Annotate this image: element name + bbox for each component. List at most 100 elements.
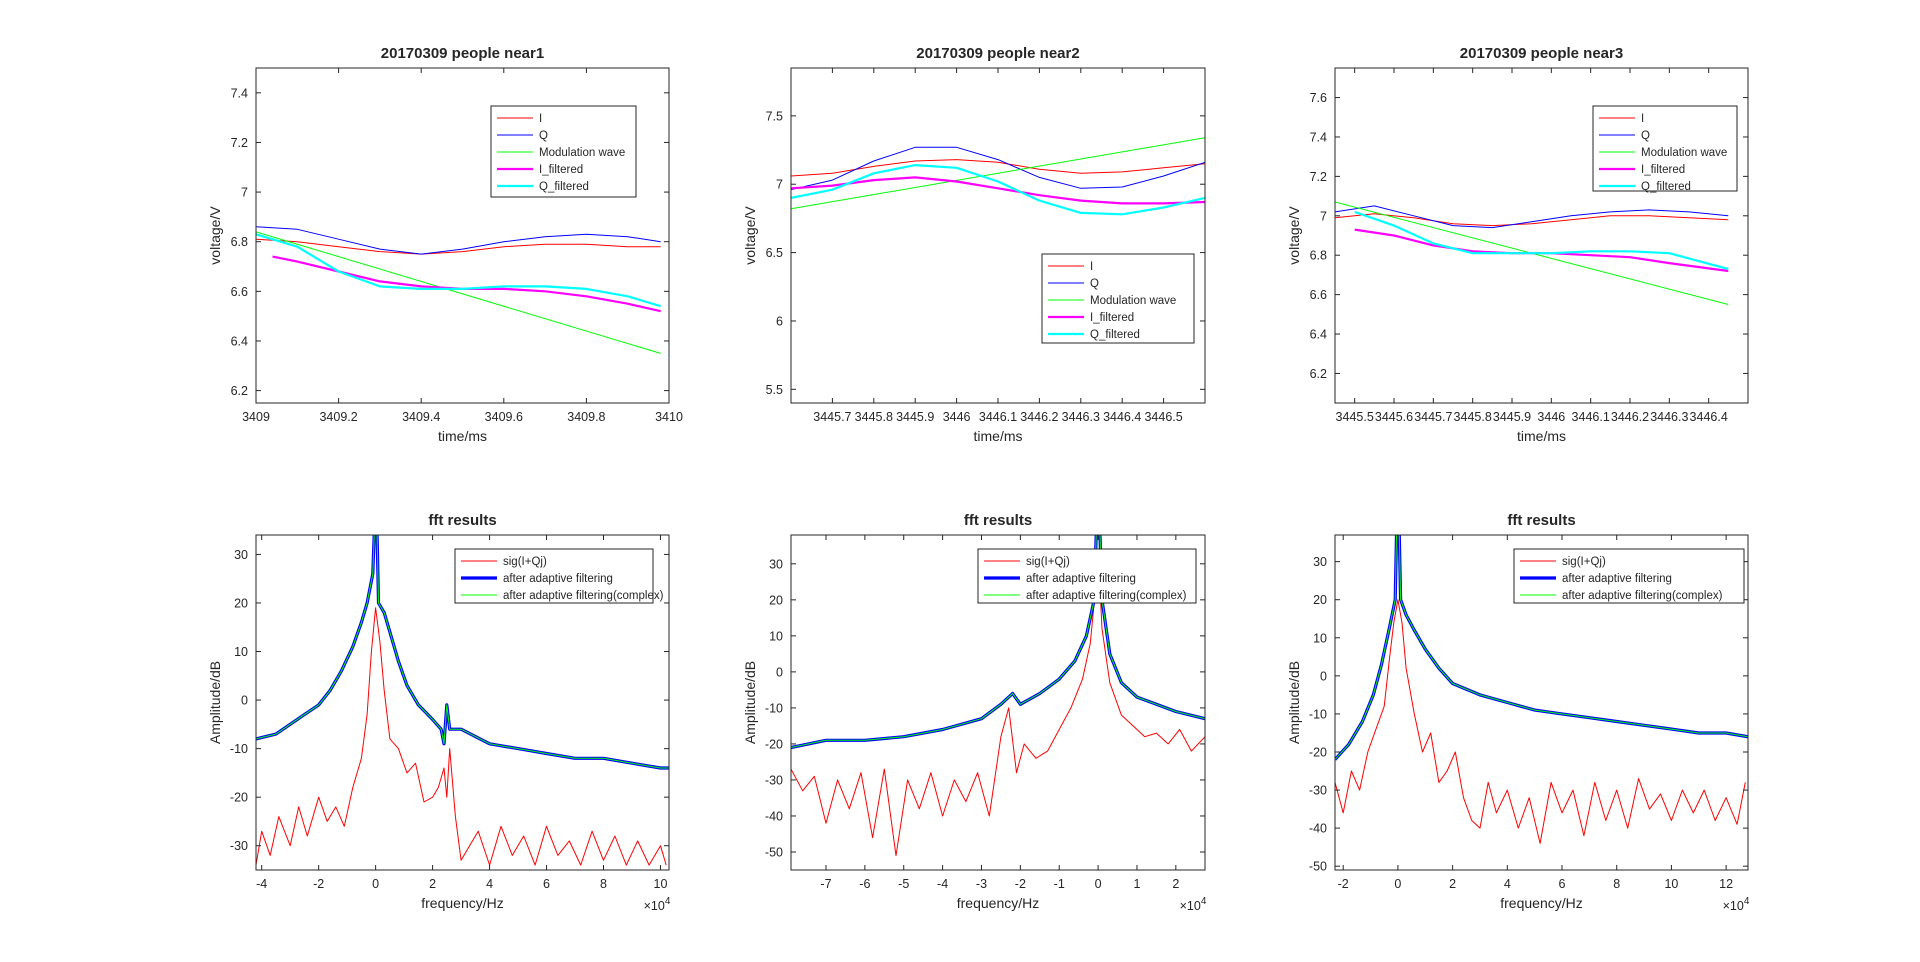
axes-box [255, 67, 670, 404]
legend-label: I [1641, 113, 1644, 125]
y-tick-label: 7.4 [1310, 130, 1327, 144]
series-line-after-adaptive-filtering-complex- [256, 535, 669, 769]
legend: IQ Modulation wave I_filtered Q_filtered [490, 105, 637, 198]
series-line-after-adaptive-filtering-complex- [1335, 535, 1748, 760]
x-tick-label: -3 [976, 877, 987, 891]
x-exponent-label: ×104 [1180, 896, 1207, 913]
legend-label: Q_filtered [539, 181, 589, 193]
y-tick-label: 7.5 [766, 109, 783, 123]
legend-box [1592, 105, 1738, 192]
chart-title: fft results [964, 512, 1032, 529]
x-axis-label: frequency/Hz [1500, 895, 1582, 911]
series-group [1335, 201, 1729, 305]
x-tick-label: 0 [1394, 877, 1401, 891]
legend-label: after adaptive filtering [503, 573, 613, 585]
x-tick-label: -1 [1054, 877, 1065, 891]
legend-label: Q [539, 130, 548, 142]
series-line-q [791, 146, 1205, 191]
x-axis-label: frequency/Hz [421, 895, 503, 911]
y-axis-label: Amplitude/dB [1286, 661, 1302, 744]
legend-label: after adaptive filtering [1026, 573, 1136, 585]
y-tick-label: -10 [1309, 707, 1327, 721]
legend-label: after adaptive filtering(complex) [1562, 590, 1723, 602]
legend: sig(I+Qj) after adaptive filtering after a… [454, 548, 664, 604]
legend-box [454, 548, 654, 604]
x-tick-label: 3445.9 [896, 410, 934, 424]
x-exponent-label: ×104 [1723, 896, 1750, 913]
x-tick-label: -4 [256, 877, 267, 891]
legend: IQ Modulation wave I_filtered Q_filtered [1592, 105, 1738, 193]
legend-label: I [1090, 261, 1093, 273]
series-line-modulation-wave [791, 137, 1205, 210]
y-tick-label: 6.2 [231, 384, 248, 398]
x-axis-label: frequency/Hz [957, 895, 1039, 911]
y-tick-label: 6.4 [231, 334, 248, 348]
y-tick-label: 30 [234, 548, 248, 562]
series-line-q-filtered [791, 164, 1205, 216]
legend-label: Q_filtered [1641, 181, 1691, 193]
legend-label: I_filtered [1641, 164, 1685, 176]
y-tick-label: -50 [765, 845, 783, 859]
legend-label: Q_filtered [1090, 329, 1140, 341]
y-tick-label: 5.5 [766, 383, 783, 397]
x-tick-label: 3446 [943, 410, 971, 424]
y-axis-label: voltage/V [1286, 206, 1302, 265]
series-line-q-filtered [1354, 210, 1729, 271]
x-tick-label: 3445.8 [1454, 410, 1492, 424]
y-tick-label: 6 [776, 314, 783, 328]
y-tick-label: 7.4 [231, 86, 248, 100]
x-exponent-power: 4 [1744, 896, 1750, 907]
x-tick-label: 3446.3 [1650, 410, 1688, 424]
x-exponent-base: ×10 [644, 899, 665, 913]
y-tick-label: -30 [1309, 784, 1327, 798]
x-tick-label: -7 [820, 877, 831, 891]
x-tick-label: 3446.2 [1611, 410, 1649, 424]
y-tick-label: 10 [234, 645, 248, 659]
x-tick-label: -5 [898, 877, 909, 891]
x-tick-label: 3445.9 [1493, 410, 1531, 424]
x-tick-label: 3446 [1537, 410, 1565, 424]
series-group [1335, 535, 1748, 844]
legend-box [1041, 253, 1195, 344]
x-tick-label: -2 [313, 877, 324, 891]
y-tick-label: -20 [1309, 745, 1327, 759]
x-tick-label: 3410 [655, 410, 683, 424]
x-tick-label: -2 [1338, 877, 1349, 891]
x-tick-label: 3445.7 [1414, 410, 1452, 424]
x-tick-label: 4 [1504, 877, 1511, 891]
y-tick-label: 0 [1320, 669, 1327, 683]
y-axis-label: Amplitude/dB [742, 661, 758, 744]
x-tick-label: 3446.2 [1020, 410, 1058, 424]
chart-title: 20170309 people near2 [916, 45, 1079, 62]
legend-box [490, 105, 637, 198]
legend-label: sig(I+Qj) [1026, 556, 1070, 568]
x-tick-label: 12 [1719, 877, 1733, 891]
x-tick-label: 0 [372, 877, 379, 891]
legend-label: after adaptive filtering [1562, 573, 1672, 585]
legend-label: I_filtered [539, 164, 583, 176]
series-group [256, 535, 669, 866]
legend-label: after adaptive filtering(complex) [503, 590, 664, 602]
series-line-i [256, 238, 661, 255]
chart-title: fft results [1507, 512, 1575, 529]
y-tick-label: 7.2 [1310, 170, 1327, 184]
axes-box [790, 534, 1206, 871]
y-axis-label: Amplitude/dB [207, 661, 223, 744]
x-tick-label: -4 [937, 877, 948, 891]
x-tick-label: 10 [654, 877, 668, 891]
x-tick-label: 2 [1449, 877, 1456, 891]
series-group [791, 535, 1205, 857]
axes-box [1334, 67, 1749, 404]
y-tick-label: 6.2 [1310, 367, 1327, 381]
x-tick-label: 3446.3 [1062, 410, 1100, 424]
legend-label: Q [1641, 130, 1650, 142]
x-tick-label: 3446.4 [1690, 410, 1728, 424]
x-tick-label: 3409.6 [485, 410, 523, 424]
x-tick-label: 4 [486, 877, 493, 891]
series-line-i-filtered [791, 176, 1205, 205]
series-line-i [791, 159, 1205, 177]
legend-label: I_filtered [1090, 312, 1134, 324]
y-tick-label: 10 [769, 629, 783, 643]
